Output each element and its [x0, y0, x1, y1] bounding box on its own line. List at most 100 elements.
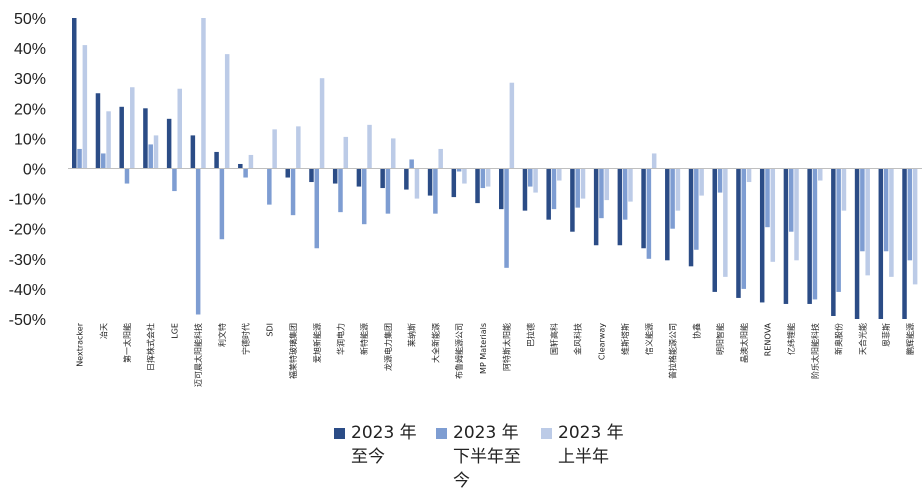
bar-series-3 — [628, 168, 633, 202]
x-tick-label: 福莱特玻璃集团 — [288, 323, 298, 379]
bar-chart: 50% 40% 30% 20% 10% 0% -10% -20% -30% -40% -50% Ne… — [9, 11, 922, 387]
bar-series-2 — [219, 168, 225, 240]
bar-series-3 — [770, 168, 776, 262]
y-tick-label: -20% — [9, 222, 46, 239]
bar-series-3 — [746, 168, 752, 183]
bar-series-3 — [82, 45, 88, 169]
bar-series-1 — [119, 106, 124, 169]
bar-series-1 — [807, 168, 812, 304]
bar-series-1 — [499, 168, 504, 210]
bar-series-2 — [670, 168, 675, 229]
bar-series-2 — [575, 168, 580, 208]
x-tick-label: Nextracker — [76, 322, 85, 366]
bar-series-3 — [106, 111, 111, 169]
x-tick-label: Clearway — [597, 323, 606, 360]
legend-swatch-h2 — [436, 428, 447, 439]
x-tick-label: RENOVA — [763, 322, 772, 356]
bar-series-2 — [907, 168, 913, 261]
legend: 2023 年至今 2023 年下半年至今 2023 年上半年 — [0, 421, 922, 491]
bar-series-2 — [172, 168, 177, 192]
bar-series-1 — [72, 18, 77, 169]
bar-series-2 — [860, 168, 865, 252]
x-tick-label: 冶天 — [98, 323, 108, 339]
bar-series-1 — [95, 93, 101, 169]
bar-series-2 — [361, 168, 367, 225]
bar-series-1 — [854, 168, 860, 319]
bar-series-2 — [314, 168, 320, 249]
bar-series-3 — [509, 82, 515, 169]
y-tick-label: 0% — [23, 162, 46, 179]
bar-series-2 — [646, 168, 652, 259]
x-tick-label: 华润电力 — [335, 323, 345, 355]
x-tick-label: 阿特斯太阳能 — [502, 323, 512, 371]
y-tick-label: -10% — [9, 192, 46, 209]
y-tick-label: 10% — [14, 131, 46, 148]
bar-series-3 — [699, 168, 704, 196]
legend-label-h1: 2023 年上半年 — [558, 423, 624, 467]
x-tick-label: 巴拉德 — [525, 323, 535, 347]
bar-series-2 — [290, 168, 296, 216]
bar-series-2 — [788, 168, 794, 232]
x-tick-label: 布鲁姆能源公司 — [454, 323, 464, 379]
bar-series-3 — [485, 168, 491, 187]
legend-swatch-ytd — [334, 428, 345, 439]
x-tick-label: 亿纬锂能 — [786, 323, 796, 355]
x-tick-label: LGE — [170, 323, 179, 339]
bar-series-3 — [557, 168, 562, 181]
bar-series-3 — [580, 168, 586, 199]
bar-series-3 — [912, 168, 918, 285]
x-tick-label: 利文特 — [217, 323, 227, 347]
bar-series-1 — [736, 168, 741, 298]
bar-series-3 — [533, 168, 538, 193]
x-tick-label: 日挥株式会社 — [146, 323, 156, 371]
bar-series-3 — [248, 154, 254, 169]
bar-series-1 — [665, 168, 670, 261]
bar-series-1 — [783, 168, 789, 304]
x-tick-label: 协鑫 — [691, 323, 701, 339]
bar-series-1 — [831, 168, 836, 316]
x-tick-label: 维斯塔斯 — [620, 323, 630, 355]
bar-series-2 — [195, 168, 201, 315]
x-axis-labels: Nextracker 冶天 第一太阳能 日挥株式会社 LGE 迈可晨太阳能科技 利文特 宁德时… — [76, 322, 915, 387]
bar-series-3 — [817, 168, 823, 181]
bar-series-3 — [130, 87, 135, 169]
x-tick-label: 阶乐太阳能科技 — [810, 323, 820, 379]
x-tick-label: 新特能源 — [359, 323, 369, 355]
bar-series-3 — [889, 168, 894, 277]
bar-series-3 — [841, 168, 847, 211]
legend-item-h1: 2023 年上半年 — [541, 421, 640, 469]
bar-series-1 — [712, 168, 717, 292]
bar-series-2 — [528, 168, 533, 187]
bar-series-3 — [438, 148, 443, 169]
x-tick-label: 信义能源 — [644, 323, 654, 355]
y-tick-label: -30% — [9, 252, 46, 269]
bar-series-2 — [124, 168, 130, 184]
bar-series-2 — [267, 168, 272, 205]
bar-series-1 — [166, 118, 172, 169]
bar-series-3 — [604, 168, 609, 201]
bar-series-3 — [651, 153, 657, 169]
bar-series-3 — [675, 168, 681, 211]
bar-series-2 — [741, 168, 747, 289]
bar-series-1 — [451, 168, 457, 198]
bar-series-2 — [836, 168, 841, 292]
bar-series-2 — [551, 168, 557, 210]
bar-series-1 — [238, 163, 243, 169]
y-tick-label: -40% — [9, 282, 46, 299]
bar-series-3 — [296, 126, 301, 169]
bar-series-2 — [409, 159, 414, 169]
bar-series-1 — [546, 168, 551, 220]
x-tick-label: MP Materials — [479, 323, 488, 374]
legend-item-ytd: 2023 年至今 — [334, 421, 433, 469]
x-tick-label: 新奥股份 — [834, 323, 844, 355]
bar-series-2 — [77, 148, 82, 169]
bar-series-1 — [522, 168, 528, 211]
legend-label-h2: 2023 年下半年至今 — [453, 423, 521, 491]
x-tick-label: 天合光能 — [857, 323, 867, 355]
bar-series-3 — [224, 54, 230, 169]
y-tick-label: -50% — [9, 312, 46, 329]
x-tick-label: 晶澳太阳能 — [739, 323, 749, 363]
bar-series-1 — [902, 168, 907, 319]
x-tick-label: 宁德时代 — [241, 323, 251, 355]
bar-series-2 — [599, 168, 604, 219]
